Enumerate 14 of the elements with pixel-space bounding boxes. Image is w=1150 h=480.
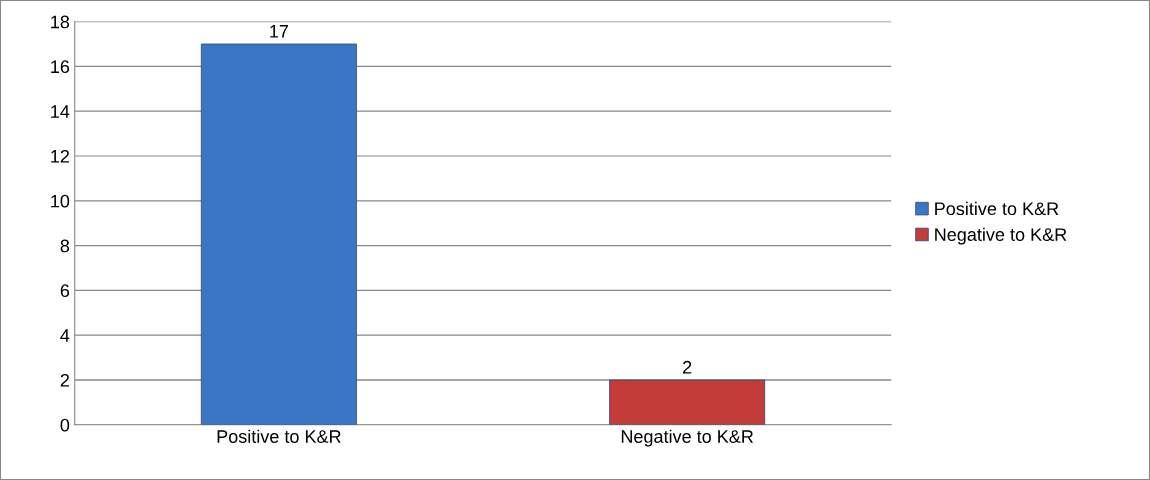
y-tick-label: 14 [51, 105, 70, 118]
legend-label: Positive to K&R [935, 201, 1059, 216]
y-tick-label: 8 [60, 239, 70, 253]
y-tick-label: 12 [51, 149, 69, 163]
data-label: 2 [683, 360, 692, 374]
y-tick-label: 2 [60, 373, 69, 387]
y-tick-label: 18 [51, 15, 70, 29]
y-tick-label: 10 [51, 194, 70, 208]
y-tick-label: 0 [60, 418, 70, 432]
y-tick-label: 6 [60, 284, 70, 298]
y-tick-label: 4 [60, 329, 70, 342]
legend-label: Negative to K&R [935, 227, 1067, 245]
y-tick-label: 16 [51, 60, 70, 74]
data-label: 17 [270, 25, 289, 38]
